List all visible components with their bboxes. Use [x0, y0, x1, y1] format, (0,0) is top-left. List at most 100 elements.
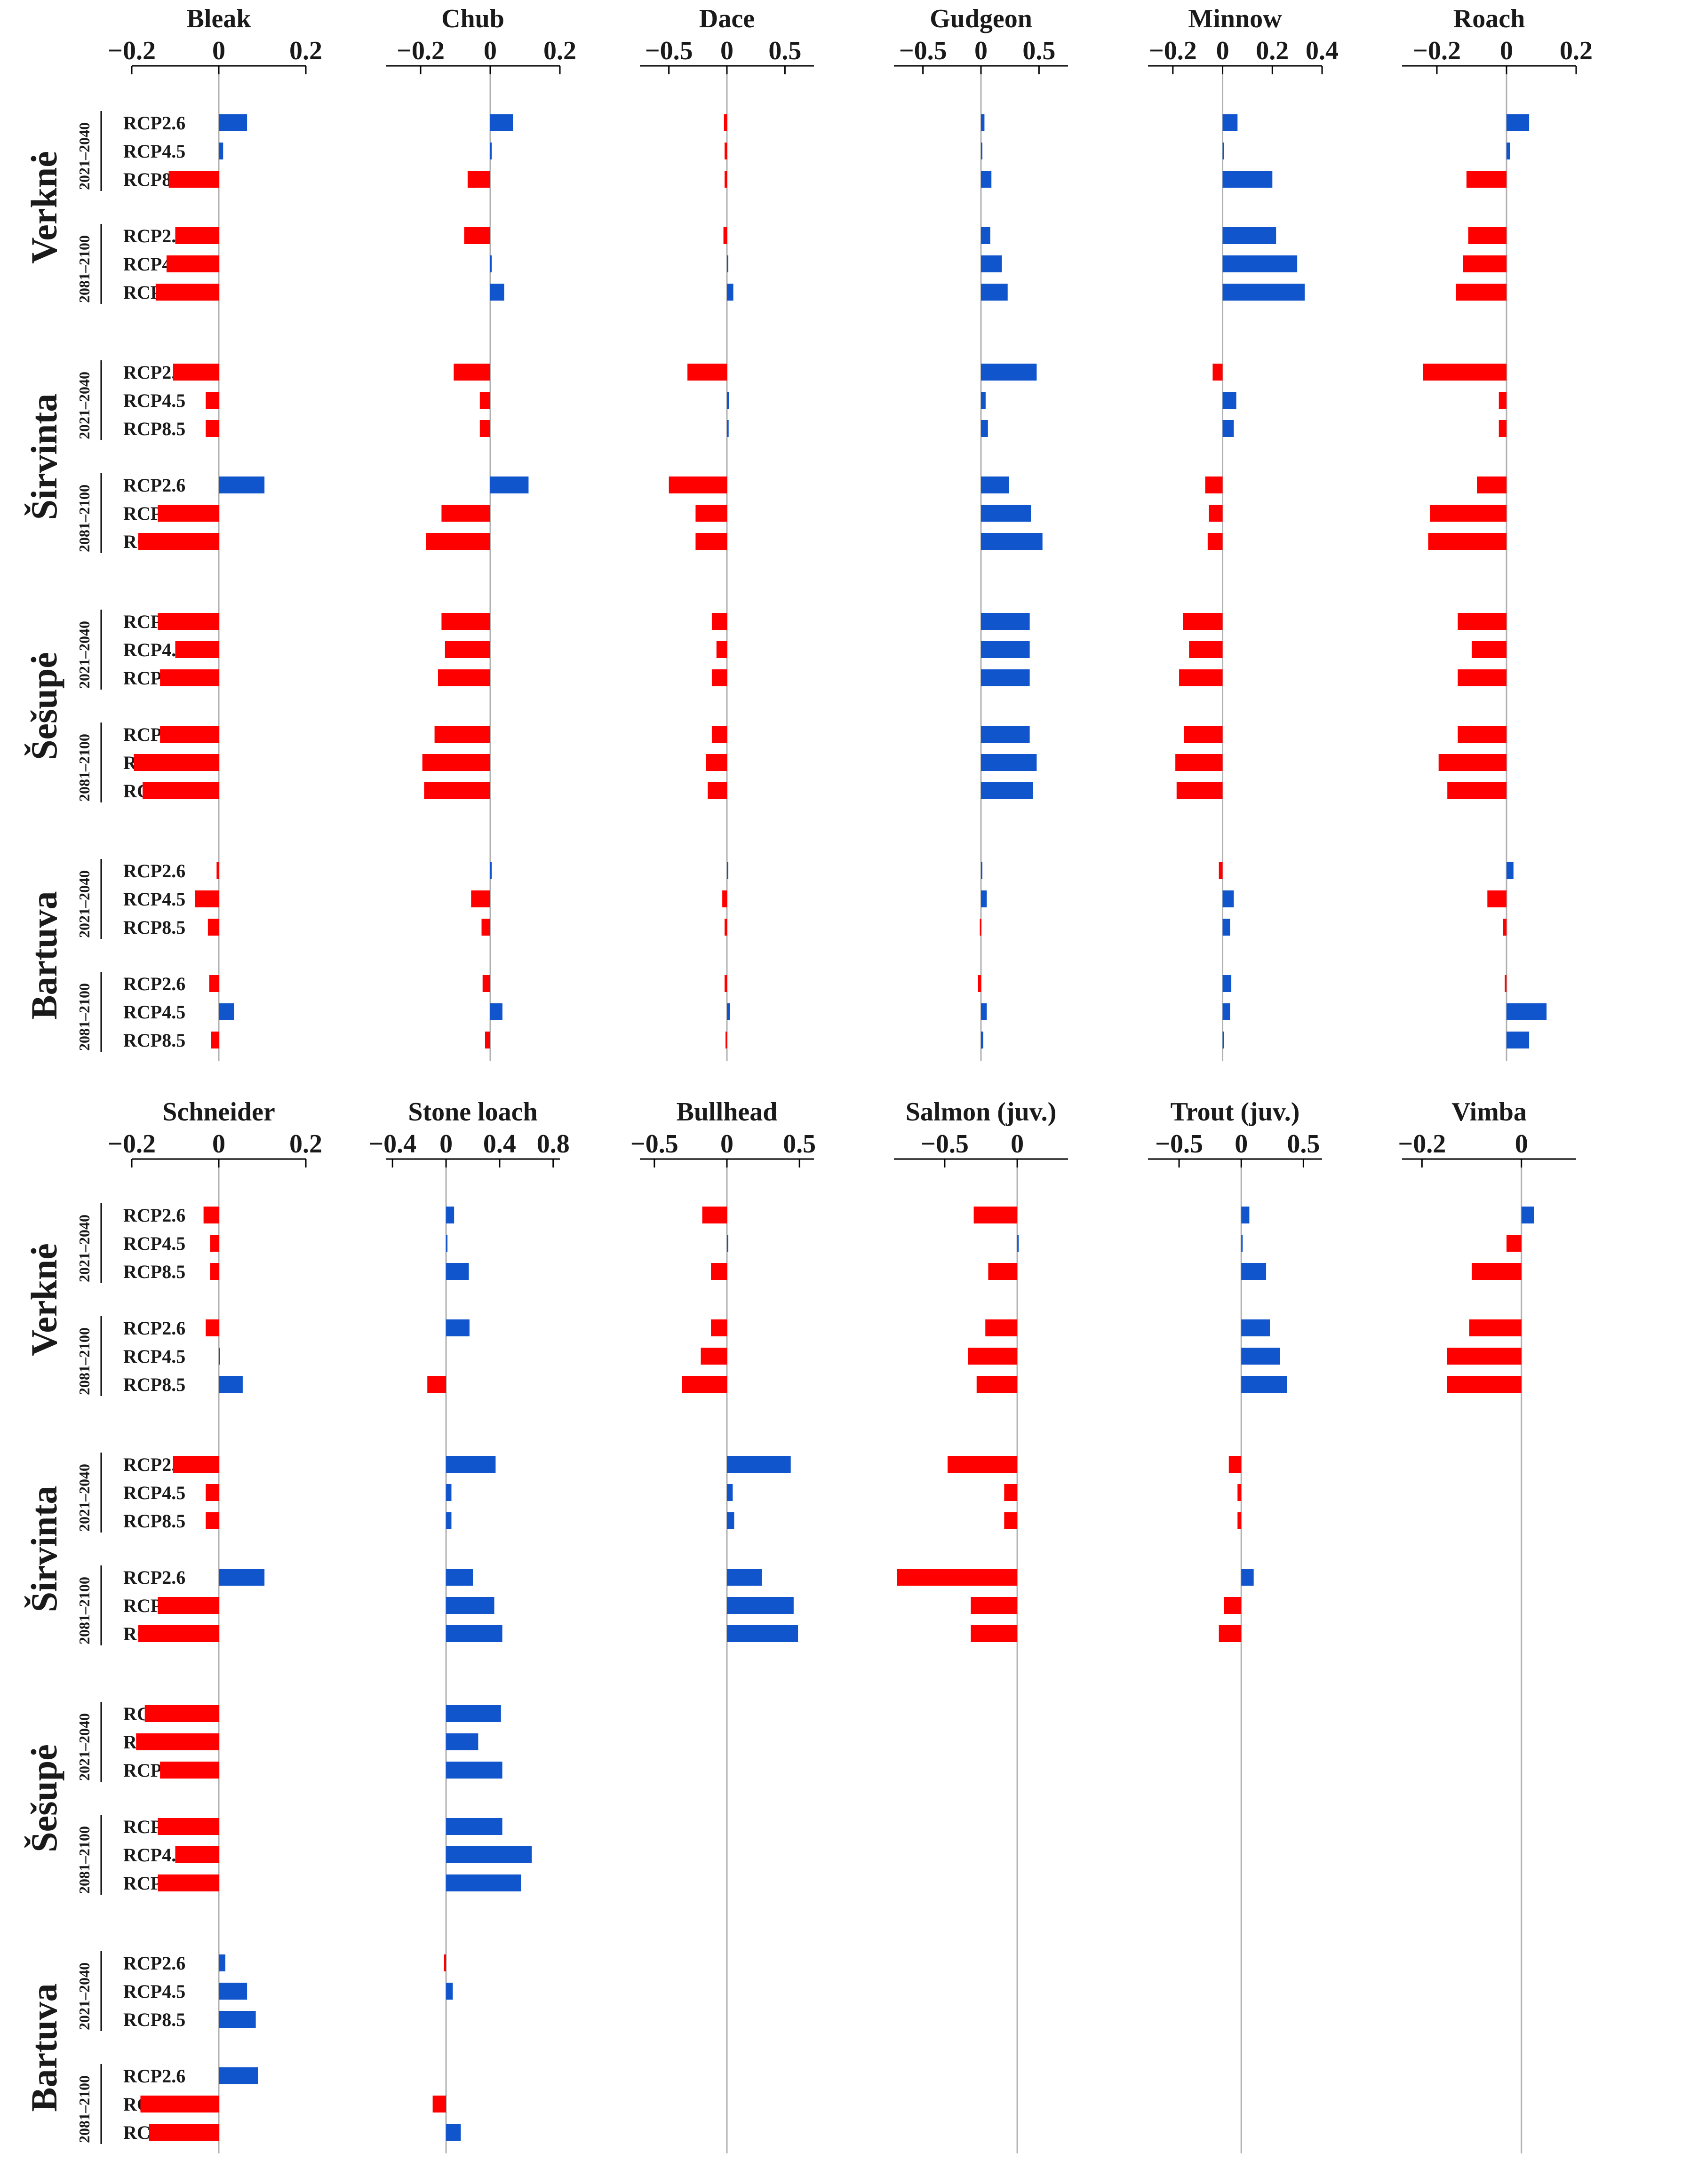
- dace-title: Dace: [699, 4, 755, 33]
- gudgeon-bar: [981, 392, 986, 409]
- stone-loach-tick-label: 0.8: [537, 1129, 570, 1159]
- minnow-bar: [1222, 975, 1232, 992]
- dace-tick-label: 0.5: [768, 36, 801, 65]
- bleak-tick-label: −0.2: [108, 36, 156, 65]
- dace-bar: [695, 505, 727, 522]
- dace-bar: [725, 1032, 727, 1048]
- minnow-bar: [1176, 782, 1223, 799]
- minnow-bar: [1209, 505, 1223, 522]
- stone-loach-bar: [446, 1983, 453, 2000]
- gudgeon-bar: [981, 114, 985, 131]
- period-label-top: 2081–2100: [76, 484, 93, 552]
- schneider-bar: [219, 1954, 225, 1971]
- trout-juv-title: Trout (juv.): [1171, 1097, 1300, 1127]
- dace-bar: [727, 420, 729, 437]
- bleak-bar: [160, 726, 219, 743]
- bleak-title: Bleak: [187, 4, 252, 33]
- bullhead-bar: [727, 1484, 733, 1501]
- salmon-juv-bar: [973, 1207, 1018, 1223]
- gudgeon-bar: [981, 505, 1031, 522]
- dace-bar: [711, 613, 727, 630]
- schneider-bar: [144, 1705, 219, 1722]
- bleak-bar: [211, 1032, 219, 1048]
- period-label-bottom: 2081–2100: [76, 1327, 93, 1395]
- gudgeon-bar: [981, 1003, 987, 1020]
- chub-bar: [479, 392, 490, 409]
- salmon-juv-bar: [948, 1456, 1018, 1473]
- vimba-bar: [1447, 1348, 1522, 1365]
- chub-bar: [434, 726, 490, 743]
- salmon-juv-bar: [985, 1319, 1018, 1336]
- dace-bar: [725, 143, 727, 159]
- roach-bar: [1468, 227, 1507, 244]
- roach-bar: [1430, 505, 1507, 522]
- dace-bar: [727, 392, 729, 409]
- roach-bar: [1477, 477, 1507, 493]
- scenario-label-top: RCP4.5: [123, 639, 185, 660]
- chub-bar: [471, 890, 490, 907]
- bleak-bar: [219, 143, 223, 159]
- scenario-label-top: RCP2.6: [123, 475, 185, 496]
- minnow-bar: [1222, 890, 1234, 907]
- salmon-juv-bar: [1004, 1484, 1018, 1501]
- stone-loach-bar: [432, 2096, 446, 2113]
- schneider-bar: [219, 2067, 258, 2084]
- roach-bar: [1507, 1003, 1547, 1020]
- schneider-bar: [158, 1597, 219, 1614]
- minnow-bar: [1222, 1032, 1224, 1048]
- gudgeon-tick-label: 0.5: [1022, 36, 1055, 65]
- bleak-bar: [216, 862, 219, 879]
- chub-bar: [490, 1003, 502, 1020]
- schneider-bar: [210, 1235, 219, 1252]
- trout-juv-bar: [1237, 1512, 1242, 1529]
- schneider-bar: [219, 1376, 243, 1393]
- bleak-bar: [207, 919, 219, 936]
- salmon-juv-bar: [1004, 1512, 1018, 1529]
- schneider-bar: [219, 1348, 220, 1365]
- dace-bar: [669, 477, 727, 493]
- dace-tick-label: 0: [720, 36, 733, 65]
- chub-bar: [464, 227, 490, 244]
- bullhead-bar: [727, 1625, 798, 1642]
- roach-title: Roach: [1453, 4, 1525, 33]
- bullhead-bar: [727, 1512, 734, 1529]
- roach-bar: [1456, 284, 1507, 301]
- scenario-label-bottom: RCP2.6: [123, 2065, 185, 2087]
- bullhead-bar: [702, 1207, 727, 1223]
- stone-loach-bar: [446, 1512, 452, 1529]
- gudgeon-bar: [981, 477, 1009, 493]
- bullhead-bar: [727, 1597, 794, 1614]
- dace-bar: [723, 227, 727, 244]
- stone-loach-tick-label: 0: [439, 1129, 453, 1159]
- roach-bar: [1428, 533, 1507, 550]
- minnow-bar: [1189, 641, 1223, 658]
- minnow-bar: [1222, 255, 1298, 272]
- minnow-bar: [1183, 613, 1223, 630]
- bleak-bar: [158, 505, 219, 522]
- stone-loach-bar: [444, 1954, 446, 1971]
- bleak-bar: [219, 114, 247, 131]
- period-label-bottom: 2021–2040: [76, 1713, 93, 1781]
- salmon-juv-bar: [976, 1376, 1018, 1393]
- roach-bar: [1447, 782, 1507, 799]
- stone-loach-bar: [446, 1846, 532, 1863]
- schneider-bar: [206, 1319, 219, 1336]
- gudgeon-bar: [981, 284, 1008, 301]
- stone-loach-bar: [446, 1733, 478, 1750]
- bleak-tick-label: 0.2: [289, 36, 322, 65]
- vimba-tick-label: −0.2: [1398, 1129, 1446, 1159]
- dace-bar: [725, 171, 727, 188]
- gudgeon-bar: [981, 1032, 983, 1048]
- chub-tick-label: 0.2: [543, 36, 576, 65]
- roach-bar: [1499, 420, 1507, 437]
- dace-bar: [727, 1003, 730, 1020]
- gudgeon-bar: [981, 143, 982, 159]
- stone-loach-bar: [446, 1705, 501, 1722]
- chub-title: Chub: [441, 4, 504, 33]
- trout-juv-bar: [1241, 1569, 1254, 1586]
- roach-tick-label: −0.2: [1413, 36, 1461, 65]
- schneider-bar: [158, 1874, 219, 1891]
- period-label-bottom: 2081–2100: [76, 1577, 93, 1644]
- trout-juv-bar: [1241, 1319, 1270, 1336]
